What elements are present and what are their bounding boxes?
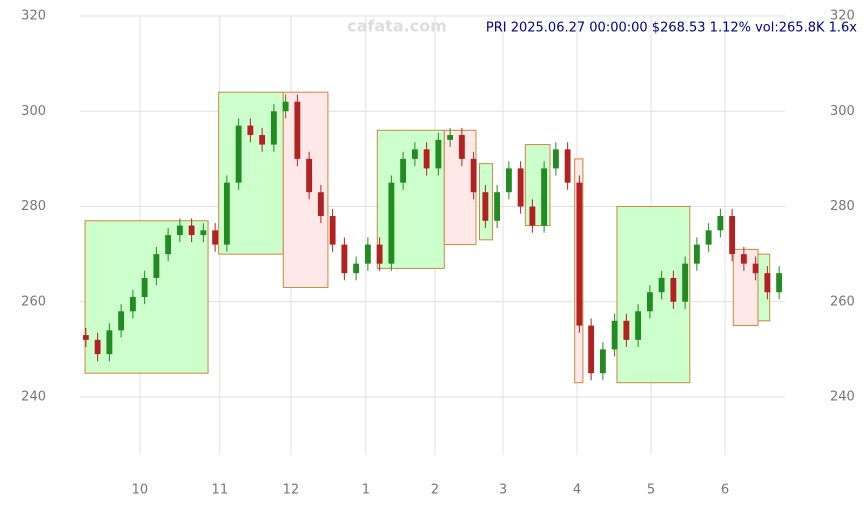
candle-body bbox=[658, 277, 665, 293]
candle-body bbox=[247, 125, 254, 136]
candle-body bbox=[505, 168, 512, 193]
candle-body bbox=[176, 225, 183, 236]
candle-body bbox=[447, 135, 454, 140]
candle-body bbox=[576, 182, 583, 326]
y-tick-label-right: 240 bbox=[830, 390, 855, 405]
candle-body bbox=[364, 244, 371, 264]
x-tick-label: 11 bbox=[212, 483, 229, 498]
candle-body bbox=[482, 192, 489, 221]
candle-body bbox=[529, 206, 536, 226]
candle-body bbox=[200, 230, 207, 236]
x-tick-label: 12 bbox=[283, 483, 300, 498]
y-tick-label: 300 bbox=[21, 104, 46, 119]
candle-body bbox=[270, 111, 277, 145]
candle-body bbox=[776, 273, 783, 293]
candle-body bbox=[670, 277, 677, 302]
candle-body bbox=[693, 244, 700, 264]
candle-body bbox=[752, 263, 759, 274]
candle-body bbox=[94, 339, 101, 355]
x-tick-label: 2 bbox=[431, 483, 439, 498]
y-tick-label: 240 bbox=[21, 390, 46, 405]
candle-body bbox=[588, 325, 595, 374]
candle-body bbox=[470, 158, 477, 193]
candle-body bbox=[611, 320, 618, 350]
candle-body bbox=[729, 216, 736, 255]
candle-body bbox=[376, 244, 383, 264]
candle-body bbox=[552, 149, 559, 169]
candle-body bbox=[294, 101, 301, 159]
candle-body bbox=[388, 182, 395, 264]
y-tick-label-right: 260 bbox=[830, 294, 855, 309]
candle-body bbox=[635, 311, 642, 340]
candle-body bbox=[317, 192, 324, 217]
candle-body bbox=[564, 149, 571, 183]
x-tick-label: 10 bbox=[132, 483, 149, 498]
candle-body bbox=[400, 158, 407, 183]
candle-body bbox=[423, 149, 430, 169]
candle-body bbox=[740, 254, 747, 264]
candle-body bbox=[682, 263, 689, 302]
candle-body bbox=[106, 330, 113, 355]
zone bbox=[376, 129, 445, 269]
candle-body bbox=[329, 216, 336, 245]
candle-body bbox=[118, 311, 125, 331]
y-tick-label: 260 bbox=[21, 294, 46, 309]
y-tick-label-right: 320 bbox=[830, 9, 855, 24]
candle-body bbox=[223, 182, 230, 245]
candle-body bbox=[494, 192, 501, 221]
candle-body bbox=[129, 296, 136, 312]
candle-body bbox=[541, 168, 548, 226]
candle-body bbox=[153, 254, 160, 278]
candle-body bbox=[282, 101, 289, 112]
x-tick-label: 6 bbox=[721, 483, 729, 498]
candle-body bbox=[458, 135, 465, 159]
x-tick-label: 4 bbox=[573, 483, 581, 498]
candle-body bbox=[517, 168, 524, 207]
y-tick-label: 280 bbox=[21, 199, 46, 214]
candle-body bbox=[188, 225, 195, 236]
x-tick-label: 1 bbox=[362, 483, 370, 498]
candle-body bbox=[165, 235, 172, 255]
zone bbox=[616, 206, 691, 384]
x-tick-label: 3 bbox=[499, 483, 507, 498]
candle-body bbox=[717, 216, 724, 231]
candle-body bbox=[306, 158, 313, 193]
candle-body bbox=[764, 273, 771, 293]
candle-body bbox=[341, 244, 348, 274]
candle-body bbox=[259, 135, 266, 145]
y-tick-label-right: 280 bbox=[830, 199, 855, 214]
candle-body bbox=[646, 292, 653, 312]
candle-body bbox=[623, 320, 630, 340]
header-info: PRI 2025.06.27 00:00:00 $268.53 1.12% vo… bbox=[486, 21, 857, 36]
y-tick-label-right: 300 bbox=[830, 104, 855, 119]
candle-body bbox=[705, 230, 712, 245]
candle-body bbox=[141, 277, 148, 297]
candle-body bbox=[212, 230, 219, 245]
candle-body bbox=[353, 263, 360, 274]
candle-body bbox=[82, 335, 89, 340]
candle-body bbox=[435, 139, 442, 169]
watermark: cafata.com bbox=[347, 17, 447, 36]
y-tick-label: 320 bbox=[21, 9, 46, 24]
candle-body bbox=[411, 149, 418, 159]
x-tick-label: 5 bbox=[647, 483, 655, 498]
candle-body bbox=[599, 349, 606, 374]
candle-body bbox=[235, 125, 242, 183]
